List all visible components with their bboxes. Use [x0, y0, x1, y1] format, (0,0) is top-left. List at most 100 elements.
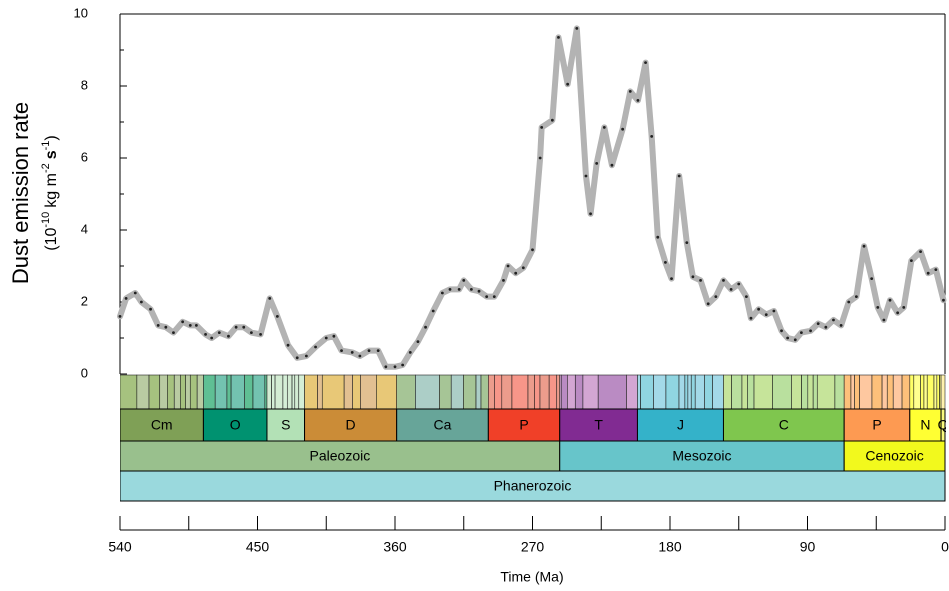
y-tick-label: 0 [81, 365, 88, 380]
data-point [729, 288, 733, 291]
data-point [376, 349, 380, 352]
period-label: Q [938, 417, 949, 433]
stage-cell [511, 374, 529, 410]
stage-cell [298, 374, 305, 410]
data-point [234, 325, 238, 329]
data-point [401, 363, 405, 367]
data-point [492, 295, 496, 298]
data-point [691, 275, 695, 279]
stage-cell [185, 374, 191, 410]
stage-cell [850, 374, 855, 410]
stage-cell [923, 374, 928, 410]
stage-cell [747, 374, 755, 410]
data-point [416, 340, 420, 343]
period-cell [266, 408, 306, 442]
data-point [764, 313, 768, 316]
data-point [575, 27, 579, 30]
data-point [902, 306, 906, 309]
stage-cell [343, 374, 353, 410]
unit-superscript: -2 [40, 163, 52, 173]
y-tick-label: 2 [81, 293, 88, 308]
stage-cell [560, 374, 568, 410]
period-label: N [920, 417, 930, 433]
unit-part: (10 [43, 228, 60, 251]
data-point [194, 324, 198, 327]
data-point [156, 324, 160, 327]
data-point [714, 295, 718, 298]
stage-cell [801, 374, 809, 410]
data-point [424, 325, 427, 329]
stage-cell [712, 374, 724, 410]
stage-cell [501, 374, 513, 410]
period-label: Ca [434, 417, 452, 433]
stage-cell [321, 374, 345, 410]
unit-part: ) [43, 135, 60, 140]
data-point [139, 300, 143, 304]
stage-cell [892, 374, 903, 410]
stage-cell [480, 374, 489, 410]
data-point [249, 331, 253, 334]
stage-cell [136, 374, 150, 410]
data-point [149, 307, 152, 311]
stage-cell [274, 374, 284, 410]
data-point [882, 318, 886, 322]
x-tick-label: 180 [658, 539, 682, 555]
data-point [384, 365, 388, 369]
data-point [595, 162, 599, 165]
data-point [332, 334, 336, 338]
data-point [824, 325, 828, 329]
stage-cell [548, 374, 558, 410]
stage-cell [854, 374, 860, 410]
data-point [584, 174, 588, 178]
stage-cell [264, 374, 268, 410]
x-tick-label: 360 [383, 539, 407, 555]
stage-cell [926, 374, 935, 410]
stage-cell [723, 374, 732, 410]
data-line [117, 25, 947, 370]
data-point [485, 295, 489, 298]
data-point [324, 336, 328, 340]
x-tick-label: 540 [108, 539, 132, 555]
period-cell [636, 408, 724, 442]
stage-cell [687, 374, 692, 410]
stage-cell [488, 374, 495, 410]
stage-cell [690, 374, 696, 410]
stage-cell [167, 374, 175, 410]
data-point [816, 322, 820, 325]
stage-cell [252, 374, 266, 410]
stage-cell [901, 374, 911, 410]
data-point [757, 307, 761, 311]
stage-cell [653, 374, 667, 410]
stage-cell [626, 374, 638, 410]
data-point [304, 354, 308, 358]
stage-cell [909, 374, 915, 410]
y-tick-label: 6 [81, 149, 88, 164]
period-label: O [230, 417, 241, 433]
stage-cell [226, 374, 232, 410]
era-label: Cenozoic [865, 448, 923, 464]
stage-cell [694, 374, 705, 410]
data-point [644, 61, 647, 64]
x-tick-label: 0 [941, 539, 949, 555]
data-point [431, 309, 435, 313]
stage-cell [812, 374, 818, 410]
stage-cell [189, 374, 198, 410]
data-point [722, 279, 725, 282]
data-point [408, 351, 412, 354]
stage-cell [439, 374, 452, 410]
data-point [502, 279, 505, 282]
period-cell [909, 408, 942, 442]
stage-cell [291, 374, 296, 410]
data-point [888, 298, 892, 302]
stage-cell [376, 374, 397, 410]
eon-cell [120, 470, 946, 502]
stage-cell [352, 374, 361, 410]
stage-cell [936, 374, 940, 410]
stage-cell [933, 374, 938, 410]
data-point [793, 338, 797, 342]
data-point [448, 288, 452, 291]
stage-cell [317, 374, 323, 410]
data-point [557, 36, 560, 39]
data-point [685, 241, 689, 245]
